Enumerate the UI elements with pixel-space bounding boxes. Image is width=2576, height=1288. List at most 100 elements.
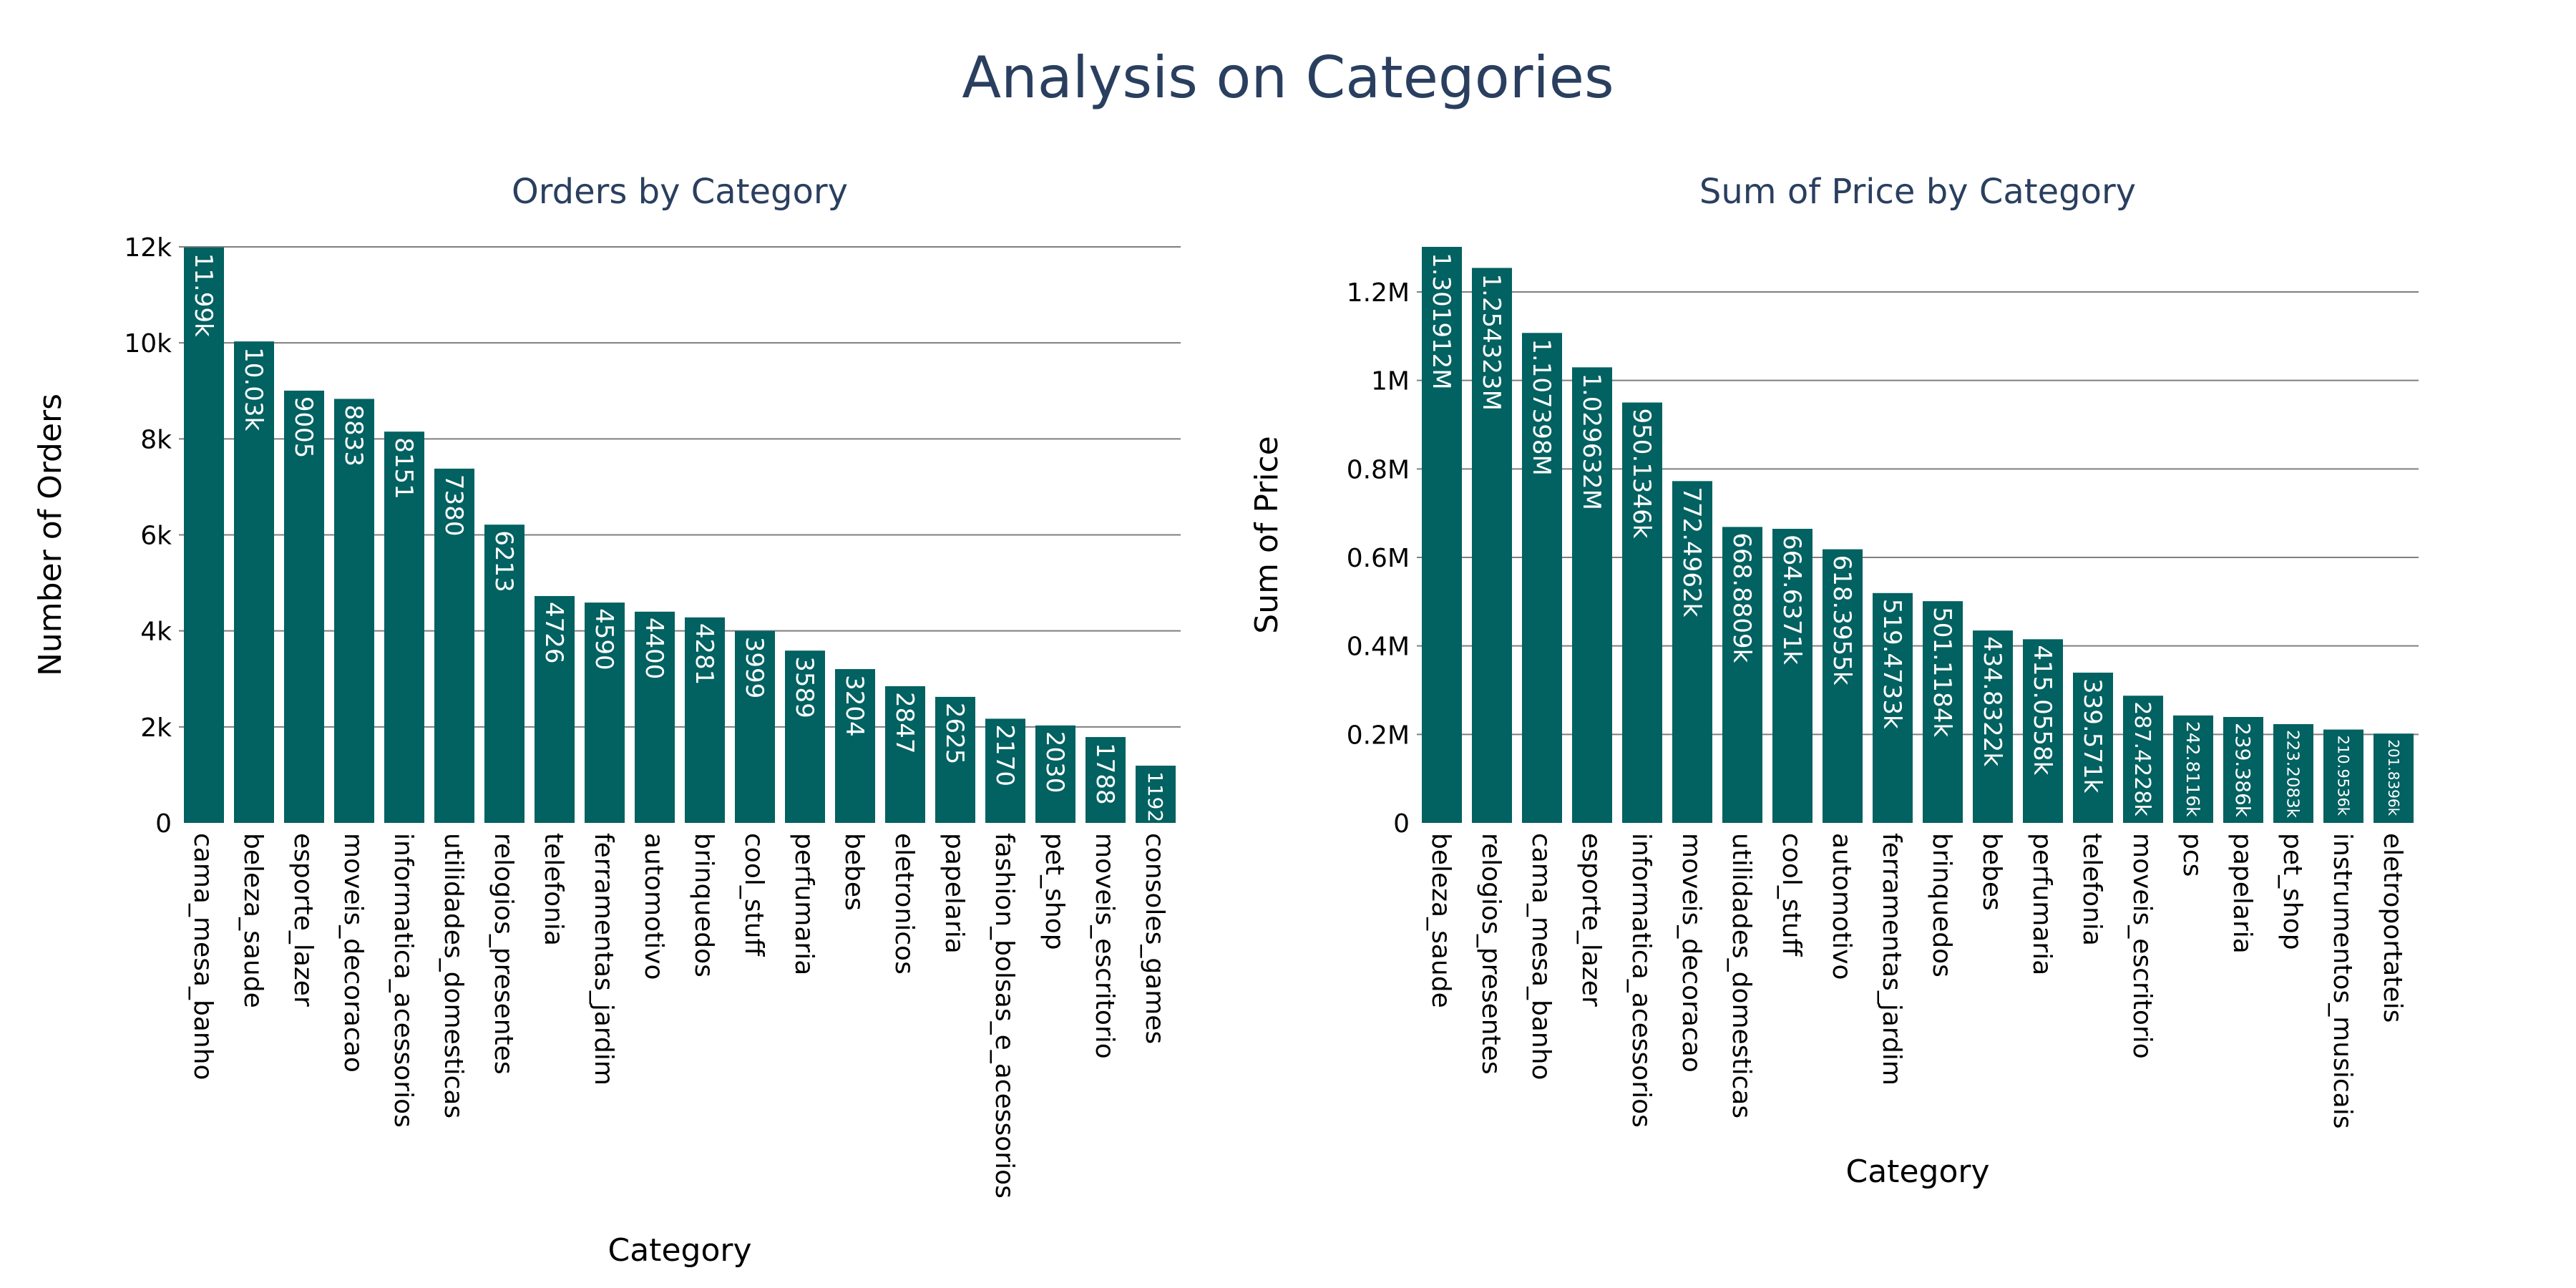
orders-ytick-label: 6k — [140, 522, 172, 551]
price-bar — [1873, 592, 1913, 823]
orders-xtick-label: eletronicos — [889, 833, 919, 975]
orders-ytick-label: 2k — [140, 713, 172, 743]
price-xtick-label: pcs — [2177, 833, 2207, 877]
price-bar — [1823, 549, 1863, 823]
price-bar — [1422, 247, 1462, 823]
price-data-label: 618.3955k — [1828, 555, 1856, 686]
orders-plot: 0 2k 4k 6k 8k 10k 12k 11.99k cama_mesa_banho 10.0… — [32, 233, 1181, 1269]
price-y-axis-title: Sum of Price — [1249, 436, 1285, 633]
price-ytick-label: 0.8M — [1347, 455, 1410, 484]
price-xtick-label: automotivo — [1827, 833, 1856, 980]
orders-bar — [1136, 766, 1176, 823]
orders-xtick-label: pet_shop — [1040, 833, 1069, 950]
orders-xtick-label: utilidades_domesticas — [439, 833, 468, 1118]
price-data-label: 210.9536k — [2334, 736, 2351, 816]
orders-bar — [484, 525, 525, 823]
orders-xtick-label: informatica_acessorios — [389, 833, 418, 1128]
orders-data-label: 7380 — [439, 474, 468, 537]
price-data-label: 664.6371k — [1777, 535, 1806, 665]
price-bar — [1722, 527, 1762, 823]
orders-data-label: 8833 — [339, 404, 368, 467]
price-data-label: 501.1184k — [1928, 607, 1956, 737]
orders-data-label: 4281 — [690, 623, 718, 686]
price-data-label: 519.4733k — [1878, 599, 1906, 729]
price-xtick-label: brinquedos — [1927, 833, 1956, 977]
price-bar — [1672, 481, 1712, 823]
orders-xtick-label: esporte_lazer — [288, 833, 318, 1007]
orders-xtick-label: beleza_saude — [238, 833, 268, 1008]
orders-bar — [935, 696, 975, 823]
orders-data-label: 2030 — [1040, 731, 1069, 794]
price-data-label: 1.301912M — [1427, 253, 1455, 390]
price-xtick-label: cama_mesa_banho — [1526, 833, 1556, 1080]
price-data-label: 772.4962k — [1677, 487, 1706, 617]
price-ytick-label: 0.4M — [1347, 633, 1410, 662]
price-ytick-label: 1M — [1371, 367, 1410, 396]
price-bar — [2223, 716, 2263, 823]
price-data-label: 339.571k — [2078, 678, 2107, 794]
orders-bar — [535, 595, 575, 823]
price-xtick-label: perfumaria — [2027, 833, 2057, 975]
orders-data-label: 2847 — [890, 692, 919, 754]
orders-xtick-label: telefonia — [539, 833, 568, 946]
orders-xtick-label: bebes — [839, 833, 869, 911]
price-xtick-label: instrumentos_musicais — [2328, 833, 2357, 1129]
price-data-label: 239.386k — [2231, 723, 2255, 818]
orders-ytick-label: 10k — [124, 329, 172, 358]
price-bar — [2123, 696, 2163, 823]
orders-data-label: 2170 — [990, 724, 1019, 786]
price-bar — [1622, 402, 1662, 823]
orders-data-label: 3204 — [840, 675, 869, 737]
orders-bar — [885, 686, 925, 823]
price-xtick-label: moveis_decoracao — [1677, 833, 1706, 1073]
price-data-label: 415.0558k — [2028, 645, 2057, 775]
orders-bar — [1085, 737, 1126, 823]
orders-bar — [585, 602, 625, 823]
orders-xtick-label: cool_stuff — [739, 833, 769, 957]
price-data-label: 287.4228k — [2129, 701, 2155, 816]
orders-data-label: 9005 — [289, 396, 318, 459]
orders-xtick-label: cama_mesa_banho — [188, 833, 218, 1080]
orders-bar — [785, 650, 825, 823]
chart-title-price: Sum of Price by Category — [1699, 172, 2137, 212]
price-xtick-label: esporte_lazer — [1576, 833, 1606, 1007]
price-data-label: 242.8116k — [2182, 721, 2203, 817]
orders-bar — [985, 718, 1025, 823]
price-bar — [2373, 733, 2414, 823]
orders-xtick-label: brinquedos — [689, 833, 718, 977]
price-data-label: 434.8322k — [1978, 636, 2006, 766]
price-bar — [1923, 601, 1963, 823]
orders-xtick-label: fashion_bolsas_e_acessorios — [990, 833, 1019, 1199]
price-xtick-label: pet_shop — [2278, 833, 2307, 950]
price-data-label: 1.029632M — [1577, 373, 1606, 510]
orders-ytick-label: 0 — [155, 809, 172, 839]
price-xtick-label: bebes — [1977, 833, 2006, 911]
orders-xtick-label: moveis_escritorio — [1090, 833, 1119, 1059]
orders-data-label: 3589 — [790, 656, 819, 718]
orders-bar — [685, 617, 725, 823]
orders-ytick-label: 4k — [140, 618, 172, 647]
orders-data-label: 1788 — [1091, 743, 1119, 805]
price-bar — [1522, 333, 1562, 823]
orders-bar — [334, 399, 374, 823]
orders-data-label: 4400 — [640, 618, 668, 680]
price-bar — [2323, 729, 2363, 823]
orders-data-label: 1192 — [1143, 771, 1167, 822]
price-xtick-label: informatica_acessorios — [1626, 833, 1656, 1128]
price-xtick-label: relogios_presentes — [1476, 833, 1506, 1075]
orders-bar — [835, 669, 875, 823]
price-xtick-label: beleza_saude — [1426, 833, 1455, 1008]
price-xtick-label: utilidades_domesticas — [1727, 833, 1756, 1118]
orders-xtick-label: consoles_games — [1140, 833, 1169, 1044]
orders-data-label: 10.03k — [239, 347, 268, 431]
orders-bar — [384, 431, 424, 823]
orders-xtick-label: ferramentas_jardim — [589, 833, 618, 1085]
orders-bar — [635, 611, 675, 823]
orders-bar — [735, 630, 775, 823]
price-x-axis-title: Category — [1846, 1153, 1990, 1190]
price-ytick-label: 1.2M — [1347, 278, 1410, 308]
orders-xtick-label: relogios_presentes — [489, 833, 518, 1075]
price-bar — [2073, 673, 2113, 823]
price-xtick-label: moveis_escritorio — [2127, 833, 2157, 1059]
